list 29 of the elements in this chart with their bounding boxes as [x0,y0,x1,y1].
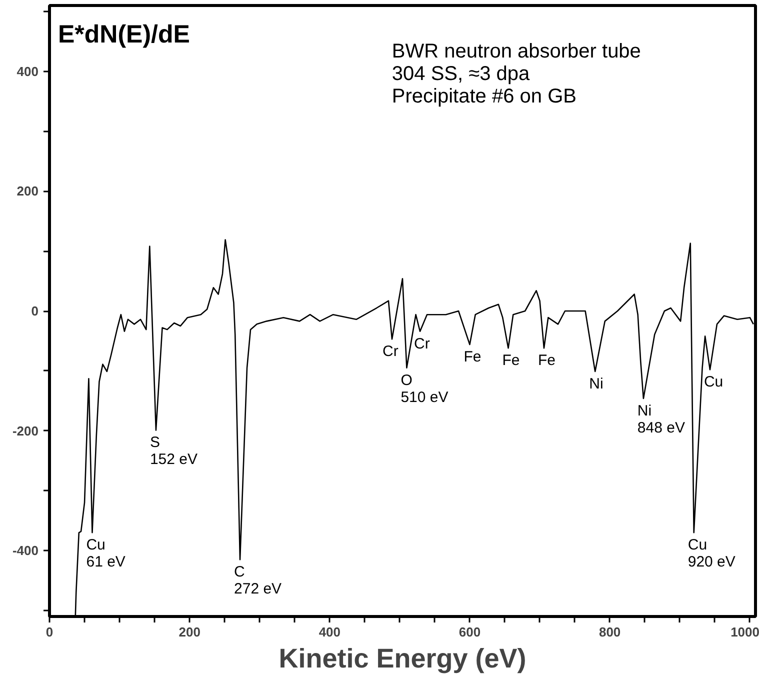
annotation: Cr [414,335,430,352]
annotation: O 510 eV [400,372,448,406]
y-tick-label: -200 [12,423,39,438]
x-tick-label: 0 [46,624,54,640]
annotation: Cu [704,374,724,391]
x-tick-label: 800 [598,624,621,640]
annotation: Fe [502,352,520,370]
annotation: Cr [382,343,398,360]
annotation: Cu 61 eV [86,536,126,571]
x-axis-title: Kinetic Energy (eV) [278,644,526,674]
annotation: Ni 848 eV [637,402,685,436]
annotation: 304 SS, ≈3 dpa [392,62,531,85]
x-tick-label: 1000 [730,624,759,640]
y-tick-label: 200 [16,184,39,199]
annotation: C 272 eV [234,564,282,598]
x-tick-label: 400 [318,624,341,640]
annotation: Cu 920 eV [688,536,736,571]
annotation: S 152 eV [150,434,198,468]
y-tick-label: -400 [12,543,39,558]
annotation: BWR neutron absorber tube [392,40,641,62]
annotation: Fe [538,352,556,370]
x-tick-label: 200 [178,624,200,640]
y-tick-label: 0 [31,304,39,318]
annotation: Precipitate #6 on GB [392,86,576,108]
y-tick-label: 400 [16,64,39,79]
annotation: Ni [589,376,604,392]
y-axis-title: E*dN(E)/dE [58,20,190,48]
annotation: Fe [464,348,482,366]
x-tick-label: 600 [458,624,481,640]
